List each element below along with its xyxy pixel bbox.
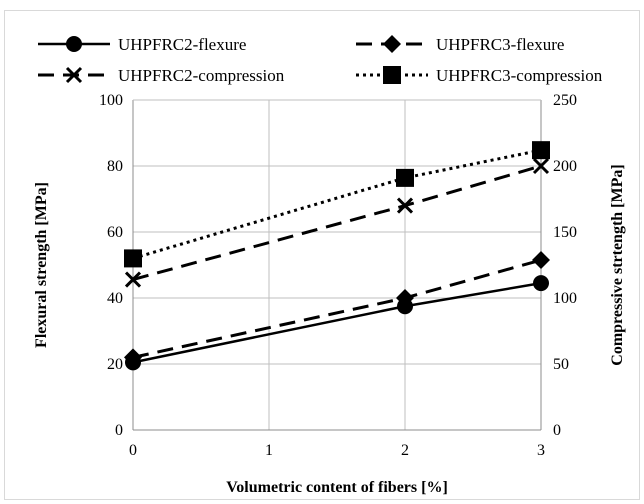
y-tick-label: 100 [99,92,123,109]
series-uhpfrc3-compression [124,141,550,268]
legend-item-uhpfrc2-flexure: UHPFRC2-flexure [38,35,246,54]
y2-tick-label: 200 [553,158,577,175]
x-tick-label: 0 [129,442,137,459]
series-uhpfrc3-flexure [124,251,550,367]
y-tick-label: 80 [107,158,123,175]
legend-marker-uhpfrc2-flexure [66,36,82,52]
legend-marker-uhpfrc3-compression [383,66,401,84]
x-tick-label: 1 [265,442,273,459]
legend-label-uhpfrc2-compression: UHPFRC2-compression [118,66,285,85]
grid-lines [133,99,541,430]
legend: UHPFRC2-flexure UHPFRC3-flexure UHPFRC2-co… [38,35,603,85]
legend-label-uhpfrc2-flexure: UHPFRC2-flexure [118,35,246,54]
series-line-uhpfrc3-flexure [132,258,542,359]
legend-item-uhpfrc3-compression: UHPFRC3-compression [356,66,603,85]
y2-tick-label: 0 [553,422,561,439]
data-point-uhpfrc3-compression [532,141,550,160]
data-point-uhpfrc3-flexure [532,251,550,270]
y2-axis-title: Compressive strtength [MPa] [609,164,626,365]
legend-item-uhpfrc3-flexure: UHPFRC3-flexure [356,35,564,54]
y2-tick-label: 50 [553,356,569,373]
data-point-uhpfrc3-flexure [124,348,142,367]
y2-tick-label: 250 [553,92,577,109]
y-tick-label: 0 [115,422,123,439]
chart-frame [4,10,640,500]
series-group [124,141,550,371]
legend-label-uhpfrc3-flexure: UHPFRC3-flexure [436,35,564,54]
legend-label-uhpfrc3-compression: UHPFRC3-compression [436,66,603,85]
y2-tick-label: 100 [553,290,577,307]
legend-marker-uhpfrc3-flexure [383,35,401,53]
legend-marker-uhpfrc2-compression [65,66,83,84]
data-point-uhpfrc3-compression [124,249,142,268]
series-uhpfrc2-flexure [125,275,549,371]
y2-tick-label: 150 [553,224,577,241]
x-tick-label: 2 [401,442,409,459]
legend-item-uhpfrc2-compression: UHPFRC2-compression [38,66,285,85]
series-line-uhpfrc2-compression [132,164,542,281]
y-tick-label: 20 [107,356,123,373]
data-point-uhpfrc3-compression [396,168,414,187]
y-tick-label: 60 [107,224,123,241]
x-axis-title: Volumetric content of fibers [%] [226,479,448,496]
series-line-uhpfrc2-flexure [132,281,542,364]
data-point-uhpfrc2-compression [532,157,550,175]
y-tick-label: 40 [107,290,123,307]
y-axis-title: Flexural strength [MPa] [33,182,50,348]
series-uhpfrc2-compression [124,157,550,288]
data-point-uhpfrc3-flexure [396,289,414,307]
data-point-uhpfrc2-compression [396,197,414,214]
x-tick-label: 3 [537,442,545,459]
data-point-uhpfrc2-compression [124,271,142,288]
data-point-uhpfrc2-flexure [533,275,549,292]
axes: 0 20 40 60 80 100 0 50 100 150 200 250 0 1 2 3 [99,92,577,459]
